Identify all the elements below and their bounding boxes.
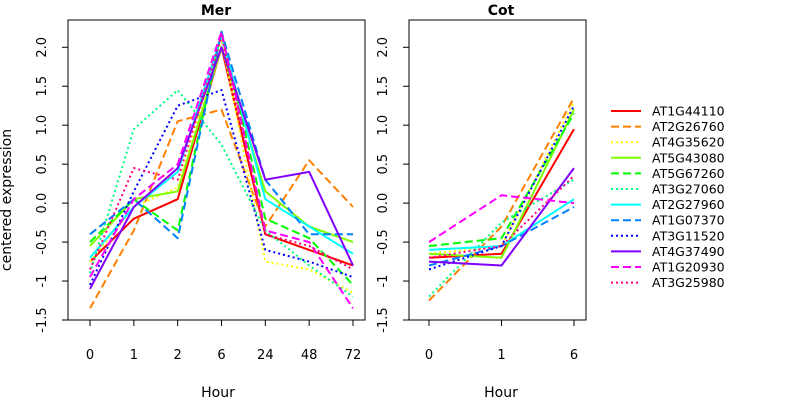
series-line-at2g27960 bbox=[428, 198, 575, 251]
series-line-at3g11520 bbox=[89, 89, 354, 286]
legend-label: AT1G07370 bbox=[652, 213, 725, 228]
y-tick-label: -1 bbox=[376, 275, 391, 288]
series-line-at1g44110 bbox=[428, 128, 575, 259]
legend-label: AT3G25980 bbox=[652, 275, 725, 290]
y-tick-label: 1.0 bbox=[376, 115, 391, 136]
x-tick-label: 1 bbox=[497, 348, 505, 363]
y-tick-label: 2.0 bbox=[376, 37, 391, 58]
legend-label: AT1G44110 bbox=[652, 104, 725, 119]
y-tick-label: -0.5 bbox=[376, 229, 391, 254]
series-line-at3g27060 bbox=[89, 89, 354, 298]
legend: AT1G44110AT2G26760AT4G35620AT5G43080AT5G… bbox=[611, 104, 725, 290]
legend-label: AT5G67260 bbox=[652, 166, 725, 181]
x-tick-label: 6 bbox=[570, 348, 578, 363]
y-tick-label: 0.0 bbox=[376, 193, 391, 214]
x-tick-label: 2 bbox=[174, 348, 182, 363]
x-tick-label: 72 bbox=[345, 348, 362, 363]
series-line-at4g37490 bbox=[89, 46, 354, 290]
y-tick-label: -1 bbox=[35, 275, 50, 288]
x-tick-label: 6 bbox=[217, 348, 225, 363]
x-axis-label-cot: Hour bbox=[484, 385, 518, 400]
y-axis-label: centered expression bbox=[0, 129, 15, 271]
legend-label: AT4G37490 bbox=[652, 244, 725, 259]
legend-label: AT3G11520 bbox=[652, 228, 725, 243]
plot-frame-mer bbox=[67, 19, 366, 321]
chart-title-cot: Cot bbox=[488, 3, 515, 19]
x-tick-label: 0 bbox=[86, 348, 94, 363]
y-tick-label: 2.0 bbox=[35, 37, 50, 58]
legend-label: AT2G27960 bbox=[652, 197, 725, 212]
y-tick-label: -0.5 bbox=[35, 229, 50, 254]
y-axis-cot: -1.5 -1 -0.5 0.0 0.5 1.0 1.5 2.0 bbox=[376, 37, 409, 333]
x-tick-label: 48 bbox=[301, 348, 318, 363]
series-line-at2g26760 bbox=[428, 97, 575, 302]
panel-cot: Cot -1.5 -1 -0.5 0.0 0.5 1.0 1.5 2.0 0 1 6 Hour bbox=[376, 3, 587, 400]
series-line-at1g07370 bbox=[89, 30, 353, 240]
y-tick-label: 0.5 bbox=[35, 154, 50, 175]
x-tick-label: 24 bbox=[257, 348, 274, 363]
y-tick-label: 1.5 bbox=[376, 76, 391, 97]
plot-frame-cot bbox=[408, 19, 587, 321]
series-line-at5g67260 bbox=[428, 112, 575, 247]
legend-label: AT2G26760 bbox=[652, 119, 725, 134]
series-line-at5g43080 bbox=[428, 109, 575, 259]
x-tick-label: 0 bbox=[425, 348, 433, 363]
y-tick-label: -1.5 bbox=[376, 307, 391, 332]
x-axis-mer: 0 1 2 6 24 48 72 bbox=[86, 320, 361, 363]
series-lines-mer bbox=[89, 30, 354, 309]
legend-label: AT3G27060 bbox=[652, 182, 725, 197]
series-line-at1g44110 bbox=[89, 46, 354, 267]
y-tick-label: 1.0 bbox=[35, 115, 50, 136]
y-axis-mer: -1.5 -1 -0.5 0.0 0.5 1.0 1.5 2.0 bbox=[35, 37, 68, 333]
y-tick-label: 1.5 bbox=[35, 76, 50, 97]
x-axis-cot: 0 1 6 bbox=[425, 320, 578, 363]
series-line-at1g20930 bbox=[428, 194, 575, 243]
panel-mer: Mer -1.5 -1 -0.5 0.0 0.5 1.0 1.5 2.0 0 1 2 6 24 48 72… bbox=[0, 3, 366, 400]
y-tick-label: 0.0 bbox=[35, 193, 50, 214]
y-tick-label: 0.5 bbox=[376, 154, 391, 175]
x-tick-label: 1 bbox=[130, 348, 138, 363]
chart-title-mer: Mer bbox=[201, 3, 231, 19]
series-line-at2g26760 bbox=[89, 108, 354, 309]
series-line-at3g25980 bbox=[89, 34, 354, 271]
series-line-at1g20930 bbox=[89, 30, 354, 309]
legend-label: AT1G20930 bbox=[652, 260, 725, 275]
series-lines-cot bbox=[428, 97, 575, 302]
legend-label: AT4G35620 bbox=[652, 135, 725, 150]
y-tick-label: -1.5 bbox=[35, 307, 50, 332]
series-line-at3g25980 bbox=[428, 175, 575, 259]
series-line-at4g35620 bbox=[428, 101, 575, 255]
series-line-at3g11520 bbox=[428, 105, 575, 271]
legend-label: AT5G43080 bbox=[652, 150, 725, 165]
x-axis-label-mer: Hour bbox=[201, 385, 235, 400]
